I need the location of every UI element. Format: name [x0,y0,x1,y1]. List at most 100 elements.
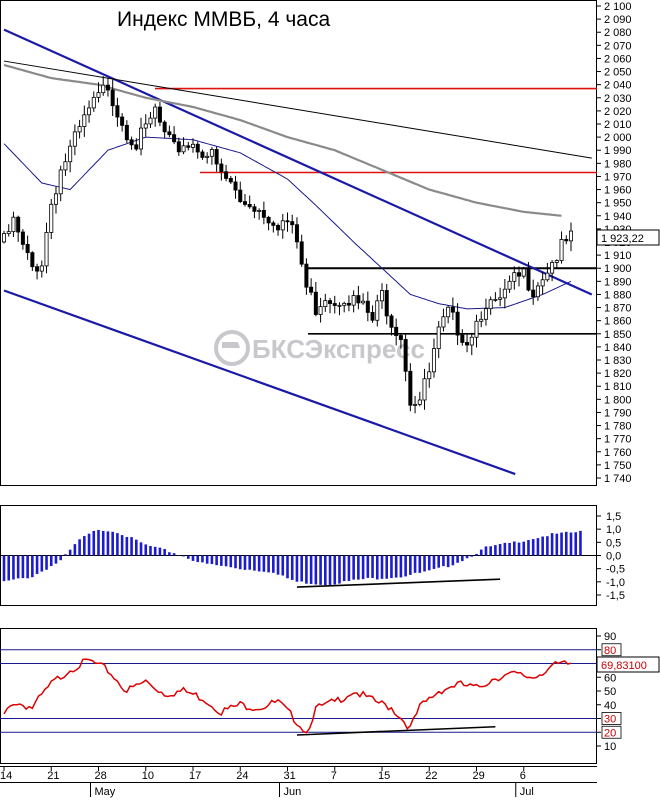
histogram-bar [31,555,34,578]
candle-body [91,96,96,109]
candle-body [238,189,243,203]
price-y-tick-label: 2 010 [604,119,632,131]
candle-body [82,114,87,127]
oscillator-last-value-box: 69,83100 [596,656,660,673]
candle-body [58,169,63,195]
candle-body [261,209,266,218]
histogram-bar [527,540,530,556]
price-y-tick-label: 1 800 [604,394,632,406]
histogram-bar [243,555,247,570]
candle-body [332,303,337,306]
candle-body [87,107,92,116]
candle-body [294,224,299,243]
histogram-bar [461,555,464,562]
price-y-tick-label: 1 870 [604,303,632,315]
x-axis: 14 21 28 10 17 24 31 7 15 22 29 6 May Jun Jul [0,766,597,798]
oscillator-y-tick-label: 40 [604,700,616,712]
histogram-bar [427,555,431,571]
histogram-bar [413,555,417,573]
histogram-bar [253,555,256,571]
candle-body [460,334,465,343]
histogram-bar [64,554,67,556]
histogram-bar [342,555,346,582]
candle-body [483,308,488,320]
candle-body [110,89,115,107]
candle-body [379,290,384,302]
oscillator-red-label-frame [601,643,622,657]
histogram-bar [92,530,96,556]
histogram-trendline [296,578,501,588]
candle-body [299,241,304,265]
x-months: May Jun Jul [90,783,534,798]
histogram-bar [479,549,483,556]
price-y-tick-label: 1 770 [604,434,632,446]
candle-body [139,127,144,150]
candle-body [129,139,134,146]
histogram-bar [531,539,535,556]
histogram-bar [409,555,412,575]
candle-body [365,300,370,313]
price-y-tick-label: 1 840 [604,342,632,354]
x-tick-label: 14 [0,770,12,782]
histogram-bar [432,555,436,569]
oscillator-plot-frame [0,628,597,764]
candle-body [417,399,422,405]
oscillator-y-tick-label: 50 [604,686,616,698]
histogram-bar [475,553,478,556]
price-y-tick-label: 1 760 [604,447,632,459]
price-candles [2,76,574,414]
candle-body [531,289,536,298]
candle-body [290,221,295,226]
candle-body [394,326,399,336]
histogram-bar [54,555,58,564]
candle-body [479,318,484,322]
histogram-bar [536,538,540,556]
histogram-bar [560,532,563,556]
histogram-bar [541,536,544,556]
candle-body [318,306,323,315]
histogram-bar [394,555,398,578]
candle-body [540,279,545,287]
price-y-tick-label: 1 750 [604,460,632,472]
histogram-bar [574,532,578,556]
oscillator-red-label-frame [601,725,622,739]
candle-body [195,143,200,153]
candle-body [214,149,219,165]
histogram-bar [111,531,114,556]
candle-body [257,209,262,212]
x-tick-label: 15 [378,770,390,782]
oscillator-panel: 102030405060708090 69,83100 [0,628,660,764]
candle-body [271,222,276,226]
candle-body [337,304,342,307]
histogram-bar [267,555,270,573]
candle-body [124,124,129,141]
x-month-label: Jul [520,786,534,798]
histogram-bar [257,555,261,572]
histogram-bar [87,533,91,556]
candle-body [285,220,290,223]
candle-body [559,239,564,262]
candle-body [172,134,177,143]
price-y-tick-label: 2 030 [604,93,632,105]
oscillator-trend [296,725,496,736]
histogram-bar [470,555,474,557]
histogram-bar [16,555,20,579]
price-y-tick-label: 2 000 [604,132,632,144]
histogram-bar [324,555,327,586]
histogram-bar [106,531,110,556]
price-trendlines [3,28,593,476]
histogram-bar [73,544,77,556]
candle-body [545,272,550,281]
candle-body [162,121,167,133]
oscillator-y-tick-label: 80 [604,645,616,657]
candle-body [224,171,229,179]
price-y-tick-label: 2 080 [604,27,632,39]
candle-body [351,295,356,306]
candle-body [398,335,403,340]
oscillator-y-tick-label: 30 [604,714,616,726]
candle-body [498,297,503,300]
candle-body [153,106,158,119]
candle-body [403,339,408,372]
histogram-y-tick-label: -1,0 [606,577,625,589]
